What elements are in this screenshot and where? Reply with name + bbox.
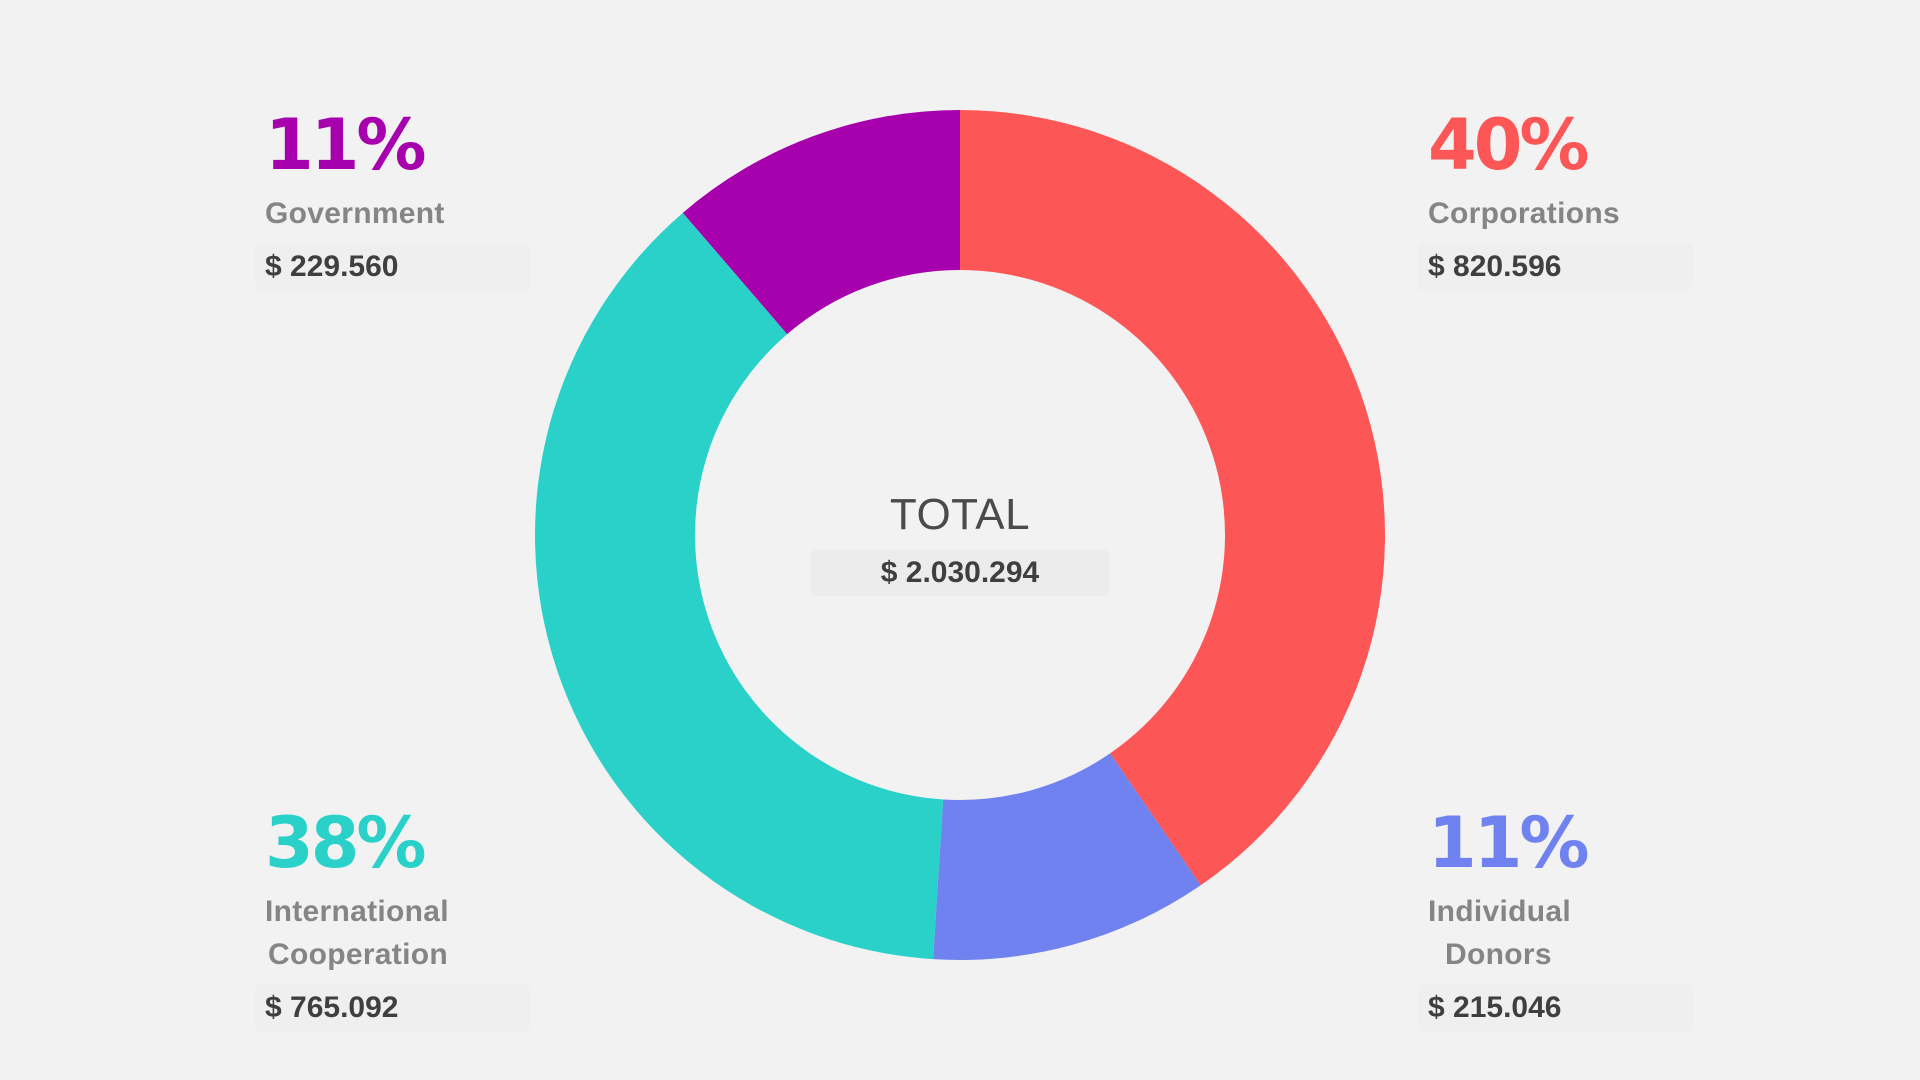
amount-label-international-cooperation: $ 765.092 bbox=[265, 991, 399, 1024]
donut-slice-individual-donors bbox=[933, 753, 1201, 960]
total-value: $ 2.030.294 bbox=[880, 556, 1040, 589]
donut-slice-international-cooperation bbox=[534, 212, 944, 960]
category-label-individual-donors: Individual Donors bbox=[1428, 890, 1693, 976]
total-value-box: $ 2.030.294 bbox=[810, 550, 1110, 596]
percent-label-corporations: 40% bbox=[1428, 104, 1590, 186]
amount-box-government: $ 229.560 bbox=[255, 243, 530, 291]
donut-slice-corporations bbox=[960, 110, 1385, 886]
category-label-line: International bbox=[265, 895, 449, 928]
percent-label-individual-donors: 11% bbox=[1428, 802, 1590, 884]
category-label-line: Donors bbox=[1445, 938, 1552, 971]
legend-individual-donors: 11% Individual Donors $ 215.046 bbox=[1418, 802, 1693, 1032]
category-label-international-cooperation: International Cooperation bbox=[265, 890, 530, 976]
legend-corporations: 40% Corporations $ 820.596 bbox=[1418, 104, 1693, 291]
amount-box-corporations: $ 820.596 bbox=[1418, 243, 1693, 291]
amount-box-individual-donors: $ 215.046 bbox=[1418, 984, 1693, 1032]
percent-label-international-cooperation: 38% bbox=[265, 802, 427, 884]
category-label-line: Cooperation bbox=[268, 938, 448, 971]
center-total: TOTAL $ 2.030.294 bbox=[760, 490, 1160, 596]
amount-box-international-cooperation: $ 765.092 bbox=[255, 984, 530, 1032]
category-label-line: Individual bbox=[1428, 895, 1572, 928]
legend-international-cooperation: 38% International Cooperation $ 765.092 bbox=[255, 802, 530, 1032]
amount-label-corporations: $ 820.596 bbox=[1428, 250, 1562, 283]
category-label-government: Government bbox=[265, 197, 445, 230]
legend-government: 11% Government $ 229.560 bbox=[255, 104, 530, 291]
amount-label-individual-donors: $ 215.046 bbox=[1428, 991, 1562, 1024]
percent-label-government: 11% bbox=[265, 104, 427, 186]
total-label: TOTAL bbox=[889, 490, 1031, 539]
donut-slice-government bbox=[682, 110, 960, 335]
category-label-corporations: Corporations bbox=[1428, 197, 1620, 230]
amount-label-government: $ 229.560 bbox=[265, 250, 399, 283]
